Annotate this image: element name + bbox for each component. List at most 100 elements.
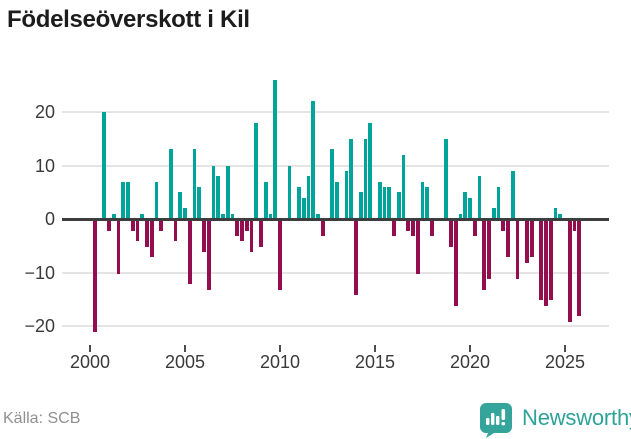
bar-q63 [387,186,392,219]
bar-q12 [145,220,149,247]
bar-q97 [548,220,553,301]
bar-q92 [525,220,529,263]
bar-q1 [92,220,97,333]
source-note: Källa: SCB [3,410,81,427]
x-axis-tick-2020 [469,345,471,352]
bar-q9 [130,220,135,231]
bar-q11 [140,213,145,219]
bar-q37 [263,181,268,219]
bar-q69 [415,220,420,274]
brand-logo: Newsworthy [479,402,631,438]
bar-q79 [463,192,468,219]
bar-q90 [515,220,520,279]
bar-q76 [449,220,453,247]
gridline-y--20 [62,325,609,327]
x-axis-tick-2015 [374,345,376,352]
gridline-y-20 [62,111,609,113]
bar-q62 [382,186,387,219]
bar-q30 [230,213,235,219]
bar-q81 [472,220,477,237]
bar-q88 [506,220,510,258]
x-axis-label-2010: 2010 [259,352,301,372]
bar-q21 [187,220,192,285]
bar-q28 [221,213,225,219]
bar-q83 [482,220,487,290]
x-axis-label-2025: 2025 [544,352,586,372]
bar-q25 [206,220,211,290]
bar-q84 [487,220,491,279]
bar-q101 [567,220,572,322]
bar-q33 [244,220,249,231]
x-axis-label-2000: 2000 [69,352,111,372]
x-axis-tick-2005 [184,345,186,352]
bar-q4 [107,220,111,231]
bar-q22 [192,149,197,219]
y-axis-label: −10 [24,262,55,283]
bar-q42 [287,165,292,219]
brand-name: Newsworthy [522,405,631,430]
bar-q47 [311,101,316,219]
bar-q80 [468,197,472,219]
bar-q64 [392,220,396,237]
y-axis-label: 10 [34,155,55,176]
bar-q103 [577,220,582,317]
bar-q39 [273,79,278,219]
bar-q7 [121,181,126,219]
bar-q57 [358,192,363,219]
bar-q87 [501,220,506,231]
bar-q27 [216,176,221,219]
bar-q86 [496,186,501,219]
x-axis-label-2005: 2005 [164,352,206,372]
bar-q71 [425,186,430,219]
y-axis-label: 0 [44,209,55,229]
bar-q99 [558,213,563,219]
bar-q65 [396,192,401,219]
x-axis-tick-2010 [279,345,281,352]
x-axis-tick-2025 [564,345,566,352]
bar-q51 [330,149,335,219]
y-axis-label: 20 [34,102,55,122]
bar-q26 [211,165,216,219]
bar-q58 [363,138,368,219]
bar-q55 [349,138,354,219]
bar-q8 [126,181,130,219]
bar-q3 [102,112,107,219]
bar-q5 [111,213,116,219]
plot-area [62,75,609,340]
y-axis-label: −20 [24,316,55,336]
bar-q85 [491,208,496,219]
bar-q10 [135,220,140,242]
bar-q77 [453,220,458,306]
bar-q67 [406,220,411,231]
bar-q59 [368,122,373,219]
bar-q89 [510,170,515,219]
bar-q18 [173,220,178,242]
bar-q66 [401,154,406,219]
bar-q46 [306,176,311,219]
bar-q49 [320,220,325,237]
bar-q98 [553,208,558,219]
bar-q72 [430,220,434,237]
bar-q15 [159,220,164,231]
x-axis-tick-2000 [89,345,91,352]
bar-q40 [278,220,282,290]
bar-q54 [344,170,349,219]
bar-q34 [249,220,254,253]
bar-q93 [529,220,534,258]
bar-q14 [154,181,159,219]
gridline-y-10 [62,164,609,167]
bar-q31 [235,220,240,237]
bar-q95 [539,220,544,301]
chart-title: Födelseöverskott i Kil [7,6,250,33]
bar-q102 [572,220,577,231]
bar-q78 [458,213,463,219]
bar-q32 [240,220,244,242]
bar-q24 [202,220,206,253]
bar-q6 [116,220,121,274]
bar-q29 [225,165,230,219]
bar-q82 [477,176,482,219]
bar-q19 [178,192,183,219]
bar-q96 [544,220,548,306]
bar-q52 [335,181,339,219]
